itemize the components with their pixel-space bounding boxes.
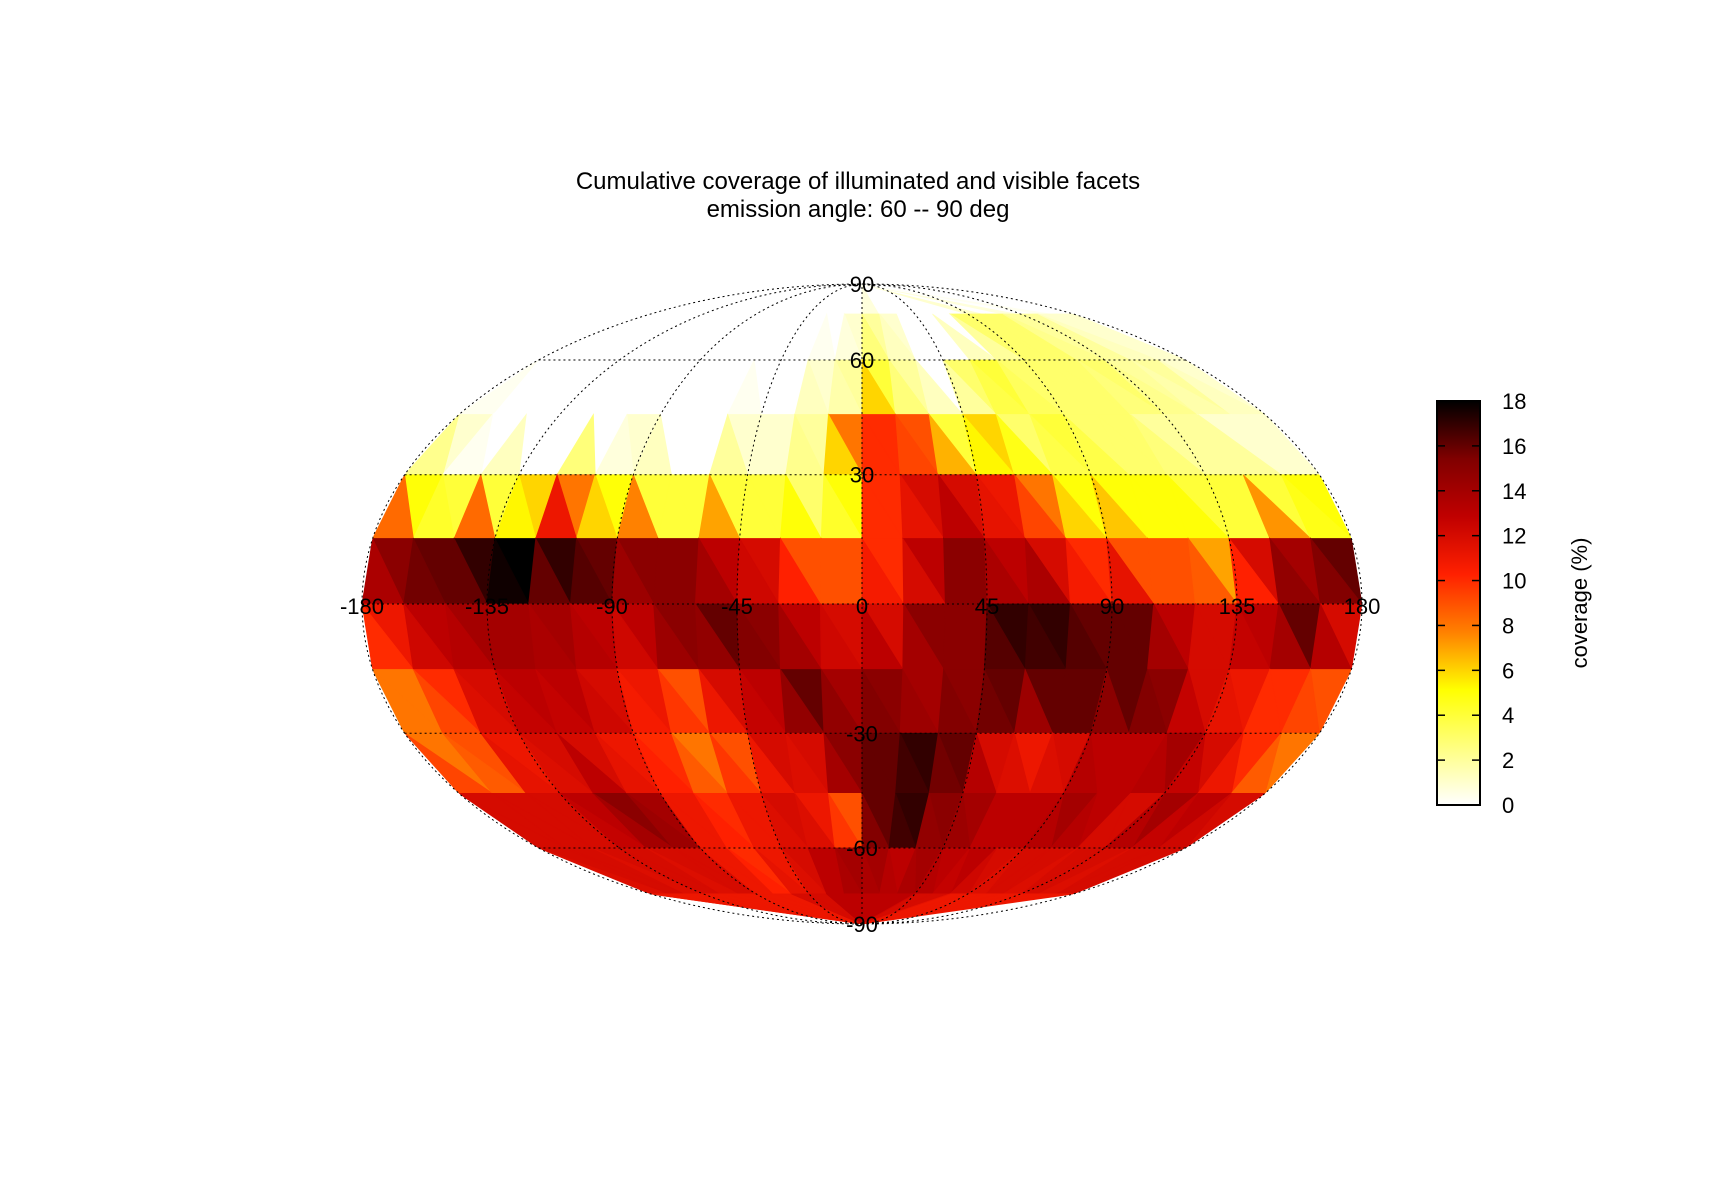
coverage-cell — [861, 893, 986, 924]
lon-tick-label: -90 — [596, 594, 628, 619]
colorbar-tick-label: 6 — [1502, 658, 1514, 683]
coverage-cell — [703, 893, 863, 924]
coverage-cell — [861, 893, 898, 924]
coverage-cell — [756, 893, 863, 924]
colorbar-label: coverage (%) — [1567, 538, 1592, 669]
coverage-cell — [861, 893, 1021, 924]
lat-tick-label: -30 — [846, 721, 878, 746]
colorbar-tick-label: 18 — [1502, 389, 1526, 414]
lon-tick-label: 135 — [1219, 594, 1256, 619]
lon-tick-label: 0 — [856, 594, 868, 619]
colorbar-tick-label: 0 — [1502, 793, 1514, 818]
coverage-cell — [808, 893, 863, 924]
colorbar-tick-label: 16 — [1502, 434, 1526, 459]
lon-tick-label: -45 — [721, 594, 753, 619]
chart-title: Cumulative coverage of illuminated and v… — [575, 168, 1141, 195]
colorbar-ticks: 0 2 4 6 8 10 12 14 16 18 — [1437, 389, 1526, 818]
lon-tick-label: 90 — [1100, 594, 1124, 619]
colorbar-tick-label: 12 — [1502, 524, 1526, 549]
graticule — [361, 283, 1363, 925]
coverage-cell — [844, 893, 863, 924]
coverage-cell — [861, 893, 916, 924]
lon-tick-label: 180 — [1344, 594, 1381, 619]
coverage-cell — [861, 893, 1039, 924]
colorbar-gradient — [1436, 400, 1481, 806]
coverage-cell — [773, 893, 863, 924]
lat-tick-label: -90 — [846, 912, 878, 937]
colorbar-tick-label: 10 — [1502, 569, 1526, 594]
coverage-cell — [791, 893, 863, 924]
axis-tick-labels: -180 -135 -90 -45 0 45 90 135 180 90 60 30 -30 -60 -90 — [340, 272, 1380, 937]
coverage-cell — [650, 893, 863, 924]
lat-tick-label: 60 — [850, 348, 874, 373]
lon-tick-label: 45 — [975, 594, 999, 619]
colorbar-tick-label: 2 — [1502, 748, 1514, 773]
coverage-cell — [861, 893, 1004, 924]
coverage-cell — [720, 893, 863, 924]
lon-tick-label: -180 — [340, 594, 384, 619]
colorbar-tick-label: 4 — [1502, 703, 1514, 728]
lat-tick-label: 90 — [850, 272, 874, 297]
lat-tick-label: -60 — [846, 836, 878, 861]
chart-subtitle: emission angle: 60 -- 90 deg — [706, 196, 1010, 223]
coverage-cell — [826, 893, 863, 924]
lat-tick-label: 30 — [850, 463, 874, 488]
coverage-cell — [738, 893, 863, 924]
colorbar: 0 2 4 6 8 10 12 14 16 18 coverage (%) — [1436, 389, 1592, 818]
coverage-cell — [861, 893, 933, 924]
coverage-cells — [362, 284, 1362, 924]
colorbar-tick-label: 8 — [1502, 613, 1514, 638]
lon-tick-label: -135 — [465, 594, 509, 619]
coverage-cell — [685, 893, 863, 924]
coverage-cell — [861, 893, 880, 924]
colorbar-tick-label: 14 — [1502, 479, 1526, 504]
coverage-cell — [861, 893, 968, 924]
coverage-cell — [861, 893, 951, 924]
